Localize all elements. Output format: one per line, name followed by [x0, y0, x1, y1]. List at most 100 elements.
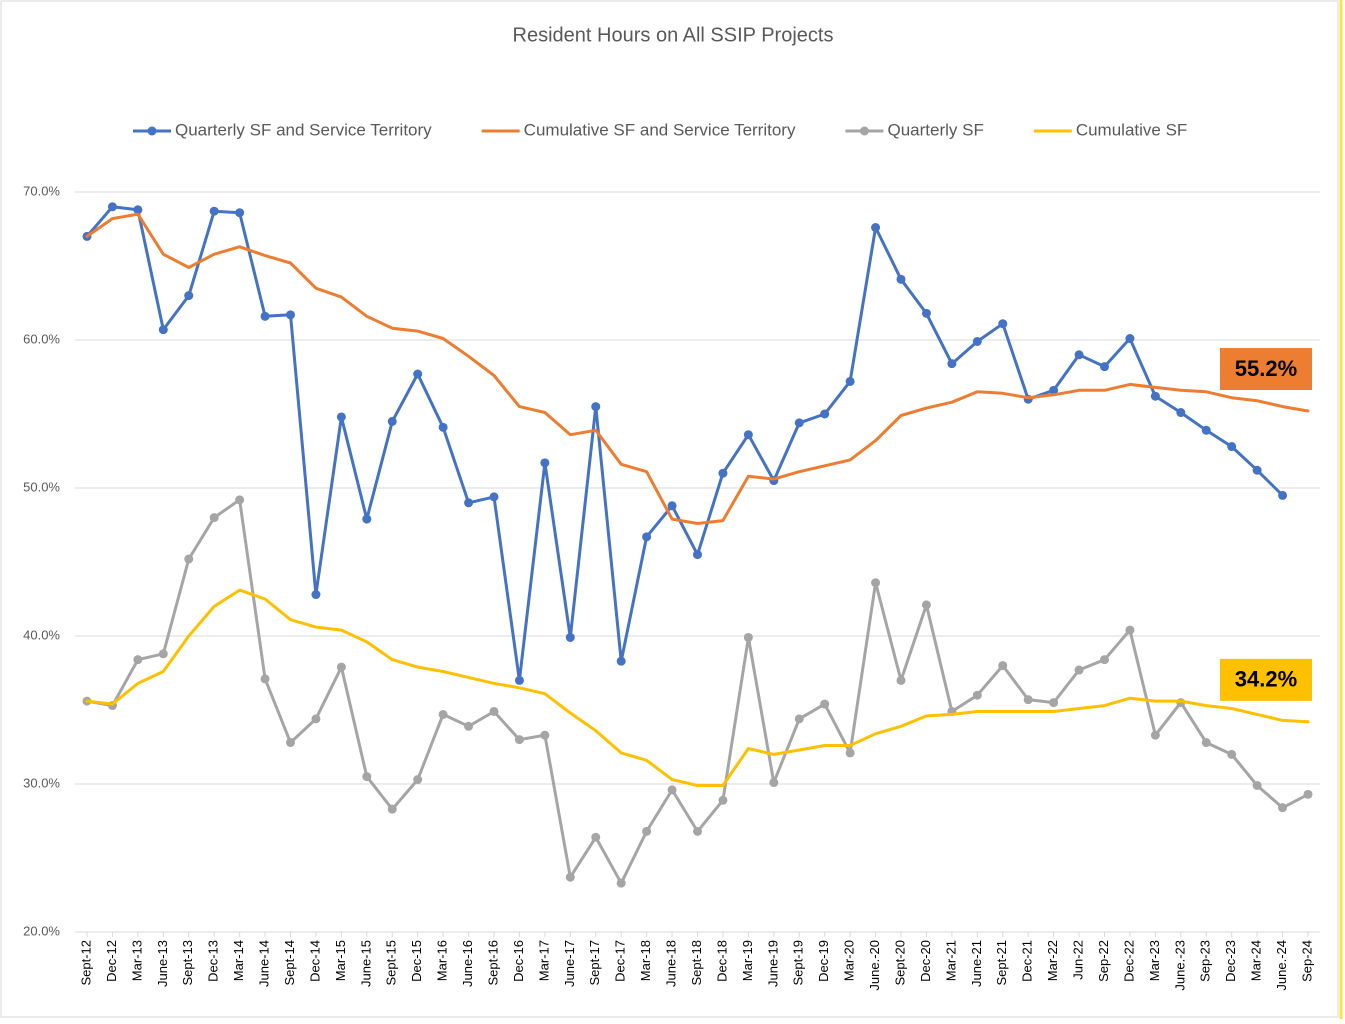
data-point [896, 274, 906, 284]
data-point [489, 706, 499, 716]
data-point [1252, 465, 1262, 475]
chart-title: Resident Hours on All SSIP Projects [513, 24, 834, 46]
data-point [540, 458, 550, 468]
x-tick-label: Sept-19 [791, 940, 806, 986]
data-point [1125, 334, 1135, 344]
data-point [1252, 780, 1262, 790]
y-tick-label: 20.0% [23, 923, 60, 938]
data-point [133, 655, 143, 665]
annotation-label: 34.2% [1235, 667, 1297, 692]
x-tick-label: Sept-17 [587, 940, 602, 986]
data-point [464, 721, 474, 731]
x-tick-label: June.-23 [1172, 940, 1187, 991]
data-point [1049, 385, 1059, 395]
data-point [947, 359, 957, 369]
y-tick-label: 70.0% [23, 183, 60, 198]
x-tick-label: Mar-18 [638, 940, 653, 981]
x-tick-label: Sept-21 [994, 940, 1009, 986]
data-point [286, 310, 295, 320]
data-point [1278, 803, 1288, 813]
data-point [998, 661, 1008, 671]
y-tick-label: 30.0% [23, 775, 60, 790]
annotation-box [1220, 658, 1312, 701]
x-tick-label: Mar-20 [842, 940, 857, 981]
data-point [1100, 362, 1109, 372]
legend-label: Quarterly SF and Service Territory [175, 120, 432, 139]
data-point [209, 513, 219, 523]
x-tick-label: Sept-20 [892, 940, 907, 986]
x-tick-label: Dec-16 [511, 940, 526, 982]
data-point [972, 336, 982, 346]
data-point [1201, 738, 1211, 748]
data-point [693, 550, 702, 560]
data-point [820, 699, 830, 709]
data-point [591, 832, 601, 842]
legend-marker [859, 126, 869, 136]
data-point [1125, 625, 1135, 635]
x-tick-label: Mar-14 [231, 940, 246, 981]
data-point [871, 223, 881, 233]
series-line [85, 588, 1310, 787]
x-tick-label: Mar-19 [740, 940, 755, 981]
data-point [921, 308, 931, 318]
data-point [1150, 730, 1160, 740]
data-point [235, 208, 245, 218]
data-point [1278, 490, 1288, 500]
x-tick-label: Mar-21 [943, 940, 958, 981]
data-point [1303, 789, 1313, 799]
data-point [1023, 695, 1033, 705]
data-point [642, 826, 652, 836]
data-point [769, 778, 779, 788]
x-tick-label: June-15 [358, 940, 373, 987]
data-point [158, 649, 168, 659]
x-tick-label: June-19 [765, 940, 780, 987]
data-point [820, 409, 830, 419]
legend-label: Cumulative SF [1076, 120, 1187, 139]
x-tick-label: Dec-12 [104, 940, 119, 982]
data-point [616, 878, 626, 888]
data-point [667, 785, 677, 795]
legend-marker [147, 126, 157, 136]
x-tick-label: Dec-13 [206, 940, 221, 982]
data-point [540, 730, 550, 740]
y-tick-label: 40.0% [23, 627, 60, 642]
x-tick-label: Jun-22 [1071, 940, 1086, 980]
data-point [336, 662, 346, 672]
y-tick-label: 50.0% [23, 479, 60, 494]
x-tick-label: Dec-23 [1223, 940, 1238, 982]
x-tick-label: June-13 [155, 940, 170, 987]
x-tick-label: Sept-15 [384, 940, 399, 986]
data-point [998, 319, 1008, 329]
x-tick-label: Sept-13 [180, 940, 195, 986]
data-point [184, 291, 194, 301]
x-tick-label: Mar-15 [333, 940, 348, 981]
x-tick-label: Mar-23 [1147, 940, 1162, 981]
x-tick-label: June-18 [664, 940, 679, 987]
x-tick-label: Mar-22 [1045, 940, 1060, 981]
data-point [133, 205, 143, 215]
data-point [413, 369, 423, 379]
data-point [1049, 698, 1059, 708]
data-point [565, 872, 575, 882]
data-point [489, 492, 499, 502]
x-tick-label: Mar-13 [129, 940, 144, 981]
data-point [845, 376, 855, 386]
data-point [743, 632, 753, 642]
x-tick-label: June-16 [460, 940, 475, 987]
data-point [464, 498, 474, 508]
data-point [794, 714, 804, 724]
x-tick-label: Sept-16 [485, 940, 500, 986]
x-tick-label: Sept-18 [689, 940, 704, 986]
data-point [362, 772, 372, 782]
data-point [972, 690, 982, 700]
x-tick-label: Mar-16 [435, 940, 450, 981]
x-tick-label: Dec-17 [613, 940, 628, 982]
x-tick-label: June.-24 [1274, 940, 1289, 991]
data-point [1074, 665, 1084, 675]
data-point [1100, 655, 1109, 665]
data-point [565, 632, 575, 642]
data-point [336, 412, 346, 422]
x-tick-label: Dec-22 [1121, 940, 1136, 982]
